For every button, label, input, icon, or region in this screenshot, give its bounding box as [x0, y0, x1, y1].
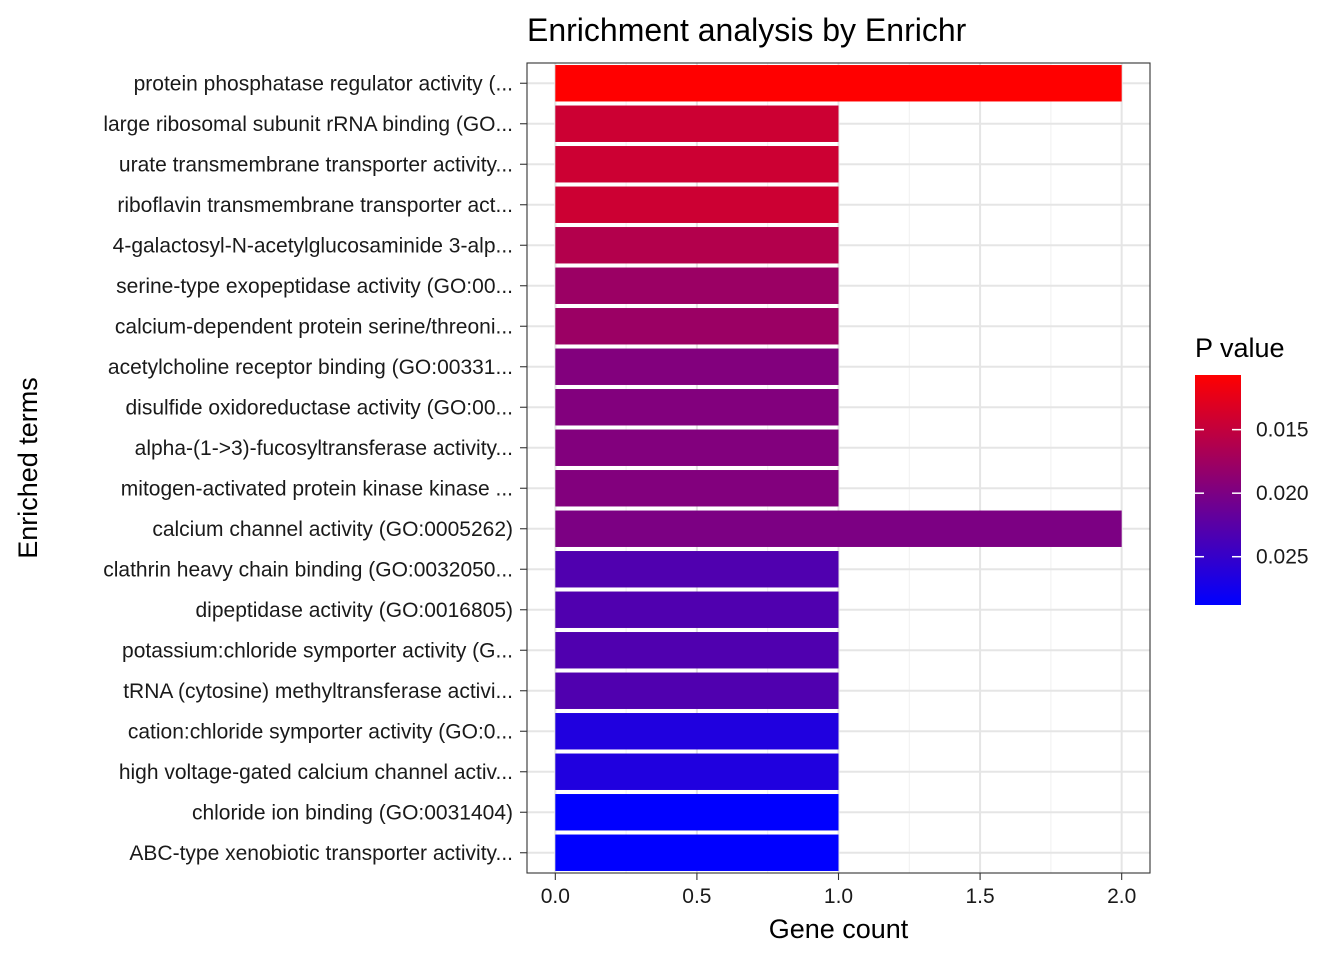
bar	[555, 429, 839, 466]
bar	[555, 834, 839, 871]
y-tick-label: protein phosphatase regulator activity (…	[134, 72, 513, 95]
legend-ticks: 0.015 0.020 0.025	[1195, 419, 1309, 569]
y-tick-label: dipeptidase activity (GO:0016805)	[195, 599, 513, 622]
bar	[555, 389, 839, 426]
bar	[555, 672, 839, 709]
bar	[555, 753, 839, 790]
y-tick-label: potassium:chloride symporter activity (G…	[122, 639, 513, 662]
bar	[555, 632, 839, 669]
y-tick-label: serine-type exopeptidase activity (GO:00…	[116, 275, 513, 298]
bar	[555, 227, 839, 264]
y-tick-label: cation:chloride symporter activity (GO:0…	[128, 720, 513, 743]
y-tick-label: alpha-(1->3)-fucosyltransferase activity…	[135, 437, 513, 460]
y-axis-title: Enriched terms	[13, 377, 43, 559]
y-tick-label: calcium channel activity (GO:0005262)	[152, 518, 513, 541]
y-tick-label: urate transmembrane transporter activity…	[119, 153, 513, 176]
y-tick-label: chloride ion binding (GO:0031404)	[192, 801, 513, 824]
x-tick-label: 1.5	[965, 885, 994, 908]
bar	[555, 186, 839, 223]
y-axis: protein phosphatase regulator activity (…	[103, 72, 527, 865]
bar	[555, 348, 839, 385]
plot-panel	[526, 62, 1151, 874]
y-tick-label: calcium-dependent protein serine/threoni…	[115, 315, 513, 338]
y-tick-label: high voltage-gated calcium channel activ…	[119, 761, 513, 784]
y-tick-label: tRNA (cytosine) methyltransferase activi…	[123, 680, 513, 703]
chart-title: Enrichment analysis by Enrichr	[527, 12, 967, 48]
y-tick-label: disulfide oxidoreductase activity (GO:00…	[125, 396, 513, 419]
bars	[555, 65, 1122, 871]
y-tick-label: clathrin heavy chain binding (GO:0032050…	[103, 558, 513, 581]
y-tick-label: large ribosomal subunit rRNA binding (GO…	[103, 113, 513, 136]
bar	[555, 65, 1122, 102]
bar	[555, 551, 839, 588]
bar	[555, 794, 839, 831]
bar	[555, 308, 839, 345]
x-axis: 0.0 0.5 1.0 1.5 2.0	[541, 873, 1136, 908]
legend-colorbar	[1195, 375, 1241, 605]
legend-tick-label: 0.015	[1256, 419, 1309, 442]
legend: P value 0.015 0.020 0.025	[1195, 333, 1309, 605]
legend-tick-label: 0.020	[1256, 482, 1309, 505]
bar	[555, 105, 839, 142]
x-tick-label: 2.0	[1107, 885, 1136, 908]
bar	[555, 470, 839, 507]
y-tick-label: ABC-type xenobiotic transporter activity…	[129, 842, 513, 865]
y-tick-label: mitogen-activated protein kinase kinase …	[121, 477, 513, 500]
bar	[555, 591, 839, 628]
y-tick-label: 4-galactosyl-N-acetylglucosaminide 3-alp…	[113, 234, 513, 257]
legend-tick-label: 0.025	[1256, 546, 1309, 569]
x-axis-title: Gene count	[769, 914, 909, 944]
x-tick-label: 0.5	[682, 885, 711, 908]
y-tick-label: acetylcholine receptor binding (GO:00331…	[108, 356, 513, 379]
legend-title: P value	[1195, 333, 1285, 363]
x-tick-label: 1.0	[824, 885, 853, 908]
y-tick-label: riboflavin transmembrane transporter act…	[117, 194, 513, 217]
bar	[555, 267, 839, 304]
x-tick-label: 0.0	[541, 885, 570, 908]
bar	[555, 713, 839, 750]
bar	[555, 510, 1122, 547]
bar	[555, 146, 839, 183]
